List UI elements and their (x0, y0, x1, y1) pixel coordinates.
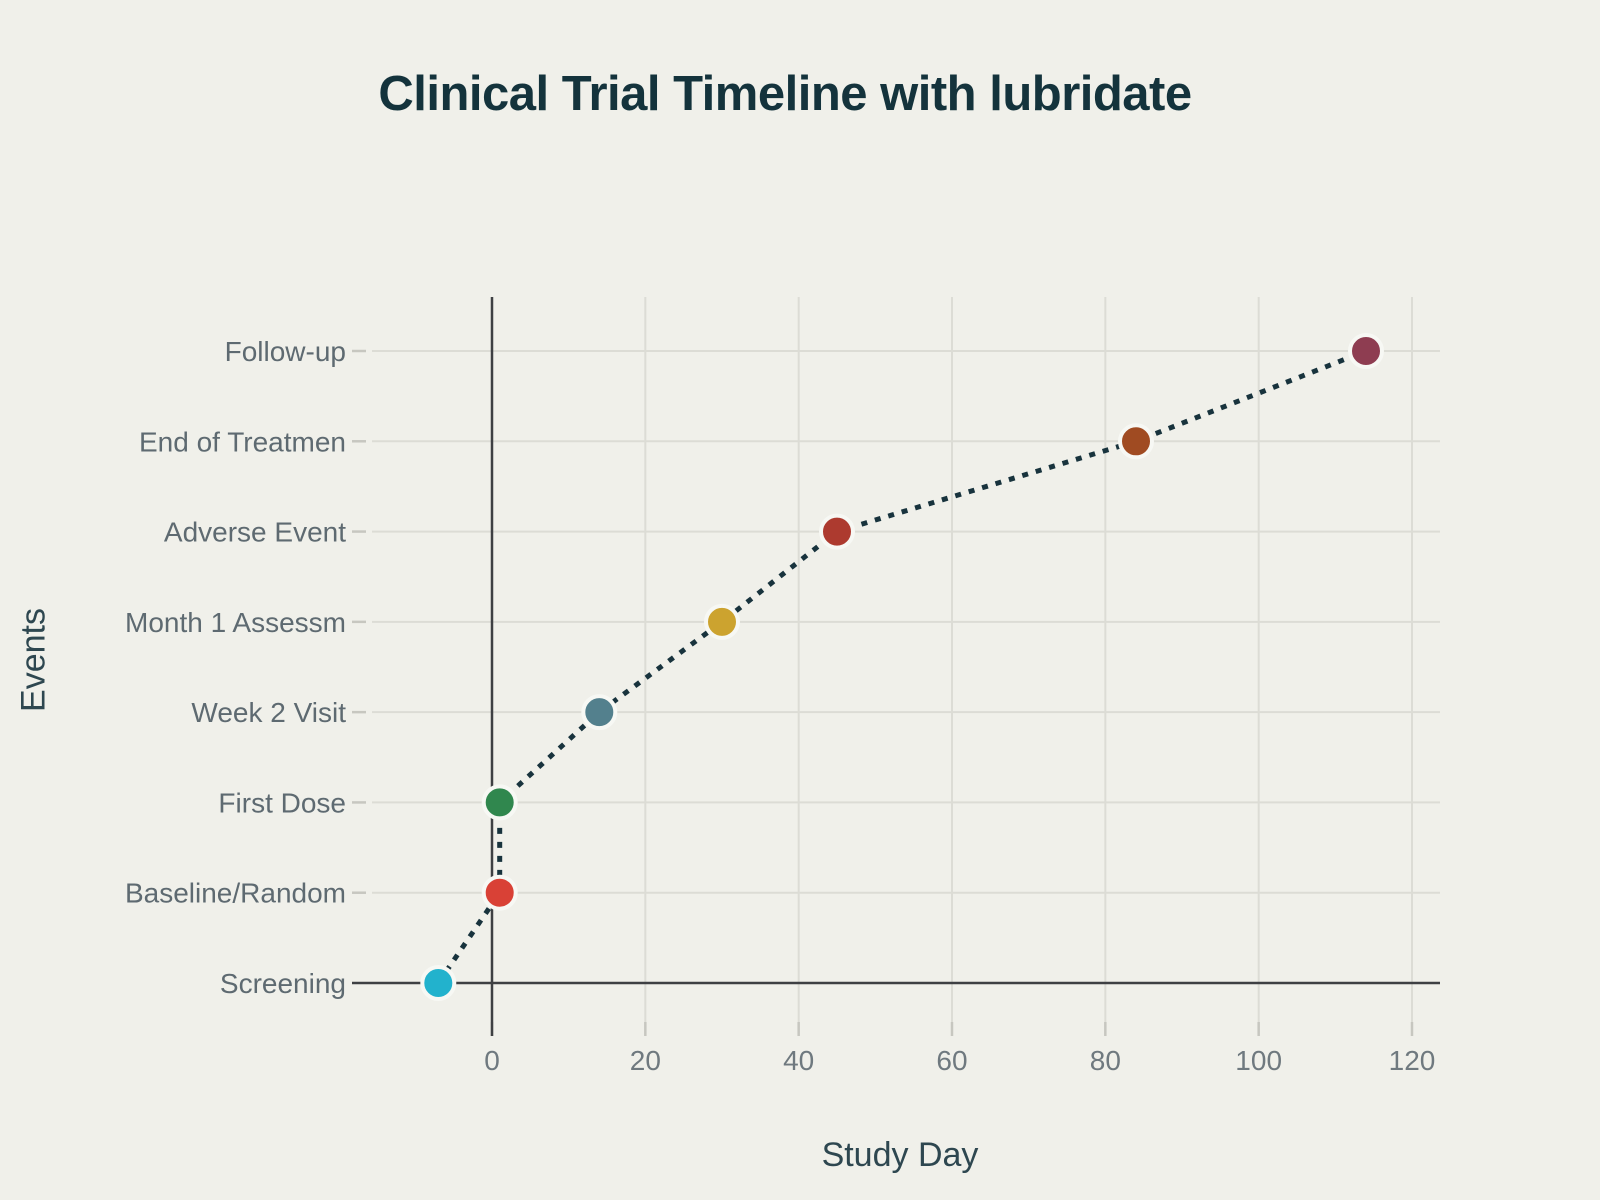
x-tick-label-0: 0 (484, 1045, 500, 1076)
x-tick-label-60: 60 (936, 1045, 967, 1076)
data-point-follow-up (1348, 333, 1384, 369)
y-category-label-week-2-visit: Week 2 Visit (191, 697, 346, 728)
x-tick-label-20: 20 (630, 1045, 661, 1076)
y-category-label-screening: Screening (220, 968, 346, 999)
data-point-first-dose (481, 784, 518, 821)
y-axis-title: Events (14, 608, 53, 712)
y-category-label-month-1-assessm: Month 1 Assessm (125, 607, 346, 638)
x-axis-title: Study Day (821, 1136, 979, 1174)
data-point-baseline-random (481, 874, 518, 911)
data-point-week-2-visit (581, 694, 618, 731)
data-point-screening (420, 965, 457, 1001)
y-category-label-first-dose: First Dose (218, 787, 346, 818)
data-point-month-1-assessm (704, 603, 740, 640)
data-point-adverse-event (819, 513, 855, 550)
y-category-label-follow-up: Follow-up (225, 336, 346, 367)
x-tick-label-80: 80 (1090, 1045, 1121, 1076)
data-point-end-of-treatmen (1118, 423, 1154, 460)
chart-title: Clinical Trial Timeline with lubridate (378, 67, 1192, 121)
timeline-dashed-line (436, 348, 1367, 985)
x-tick-label-100: 100 (1235, 1045, 1282, 1076)
x-tick-label-120: 120 (1389, 1045, 1436, 1076)
x-tick-label-40: 40 (783, 1045, 814, 1076)
y-category-label-baseline-random: Baseline/Random (125, 878, 346, 909)
y-category-label-end-of-treatmen: End of Treatmen (139, 426, 346, 457)
y-category-label-adverse-event: Adverse Event (164, 517, 346, 548)
